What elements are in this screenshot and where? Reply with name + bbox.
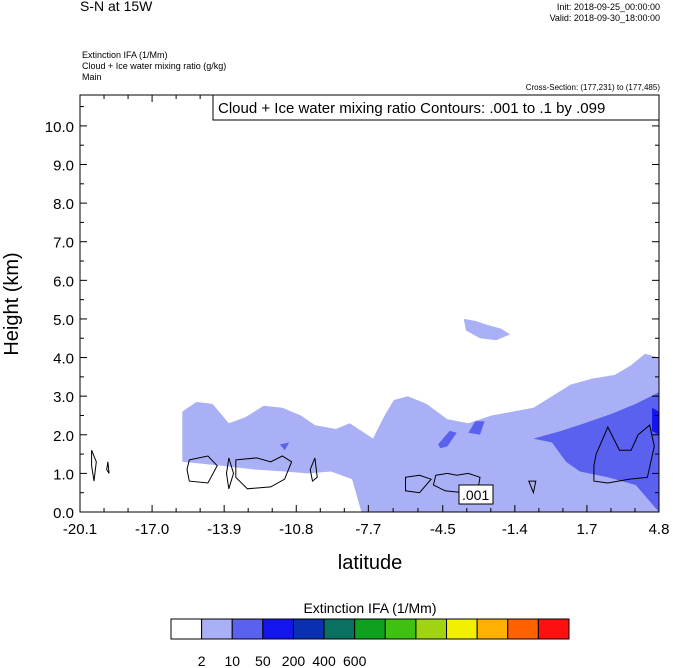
colorbar-swatch xyxy=(415,618,448,640)
y-tick-label: 5.0 xyxy=(53,312,74,329)
colorbar-swatch xyxy=(537,618,570,640)
y-tick-label: 9.0 xyxy=(53,158,74,175)
colorbar-label: 2 xyxy=(198,653,206,668)
y-tick-label: 8.0 xyxy=(53,196,74,213)
x-tick-label: -1.4 xyxy=(502,521,528,538)
contour-info-label: Cloud + Ice water mixing ratio Contours:… xyxy=(218,100,605,117)
shaded-region-2 xyxy=(533,392,659,512)
init-time: Init: 2018-09-25_00:00:00 xyxy=(556,2,660,12)
shaded-region-6 xyxy=(652,407,659,435)
inline-contour-frame xyxy=(458,484,494,505)
colorbar-swatch xyxy=(262,618,294,640)
x-tick-label: -4.5 xyxy=(430,521,456,538)
colorbar-swatch xyxy=(384,618,417,640)
colorbar-swatch xyxy=(170,618,203,640)
valid-time: Valid: 2018-09-30_18:00:00 xyxy=(549,13,660,23)
x-tick-label: 1.7 xyxy=(576,521,597,538)
contour-line-7 xyxy=(432,472,481,494)
x-tick-label: -10.8 xyxy=(279,521,313,538)
contour-line-8 xyxy=(528,480,537,495)
x-tick-label: -20.1 xyxy=(63,521,97,538)
shaded-fields xyxy=(182,318,660,512)
field-list: Extinction IFA (1/Mm) Cloud + Ice water … xyxy=(82,50,226,83)
y-axis-label: Height (km) xyxy=(1,252,23,355)
contour-info-frame xyxy=(212,94,660,121)
shaded-region-4 xyxy=(468,421,485,435)
y-tick-label: 7.0 xyxy=(53,235,74,252)
contour-line-0 xyxy=(91,450,97,482)
inline-contour-label: .001 xyxy=(462,487,489,503)
contour-line-1 xyxy=(106,461,110,474)
colorbar-label: 50 xyxy=(255,653,271,668)
colorbar-swatch xyxy=(292,618,325,640)
colorbar-label: 400 xyxy=(312,653,336,668)
colorbar-label: 10 xyxy=(224,653,240,668)
y-axis: 0.0 1.0 2.0 3.0 4.0 5.0 6.0 7.0 8.0 9.0 10.0 xyxy=(45,106,659,522)
contour-line-4 xyxy=(235,455,293,490)
y-tick-label: 2.0 xyxy=(53,428,74,445)
colorbar-swatch xyxy=(201,618,233,640)
contour-line-3 xyxy=(225,457,235,489)
colorbar-title: Extinction IFA (1/Mm) xyxy=(303,600,436,616)
field-2: Cloud + Ice water mixing ratio (g/kg) xyxy=(82,61,227,71)
colorbar-swatch xyxy=(323,618,356,640)
contour-lines xyxy=(91,424,655,495)
shaded-region-5 xyxy=(280,442,290,451)
colorbar-label: 200 xyxy=(282,653,306,668)
x-tick-label: -7.7 xyxy=(355,521,381,538)
field-3: Main xyxy=(82,72,102,82)
x-tick-label: -13.9 xyxy=(207,521,241,538)
colorbar-swatch xyxy=(476,618,509,640)
colorbar: 2 10 50 200 400 600 xyxy=(170,618,570,668)
colorbar-swatch xyxy=(446,618,478,640)
shaded-region-1 xyxy=(463,318,511,341)
contour-line-6 xyxy=(405,474,432,494)
y-tick-label: 10.0 xyxy=(45,119,74,136)
plot-title: S-N at 15W xyxy=(80,0,153,14)
x-tick-label: -17.0 xyxy=(135,521,169,538)
contour-line-2 xyxy=(186,455,218,484)
colorbar-swatch xyxy=(231,618,264,640)
colorbar-swatch xyxy=(507,618,539,640)
y-tick-label: 4.0 xyxy=(53,351,74,368)
contour-info-box: Cloud + Ice water mixing ratio Contours:… xyxy=(212,94,660,121)
shaded-region-0 xyxy=(182,353,660,512)
init-valid-times: Init: 2018-09-25_00:00:00 Valid: 2018-09… xyxy=(550,2,660,24)
colorbar-swatch xyxy=(354,618,386,640)
x-axis-label: latitude xyxy=(338,552,403,574)
contour-line-9 xyxy=(593,424,655,484)
y-tick-label: 6.0 xyxy=(53,273,74,290)
y-tick-label: 3.0 xyxy=(53,389,74,406)
colorbar-label: 600 xyxy=(343,653,367,668)
shaded-region-3 xyxy=(438,430,457,449)
y-tick-label: 0.0 xyxy=(53,505,74,522)
x-tick-label: 4.8 xyxy=(649,521,670,538)
inline-contour-label-box: .001 xyxy=(458,484,494,505)
cross-section-info: Cross-Section: (177,231) to (177,485) xyxy=(525,83,660,92)
contour-line-5 xyxy=(309,457,318,483)
field-1: Extinction IFA (1/Mm) xyxy=(82,50,168,60)
y-tick-label: 1.0 xyxy=(53,466,74,483)
